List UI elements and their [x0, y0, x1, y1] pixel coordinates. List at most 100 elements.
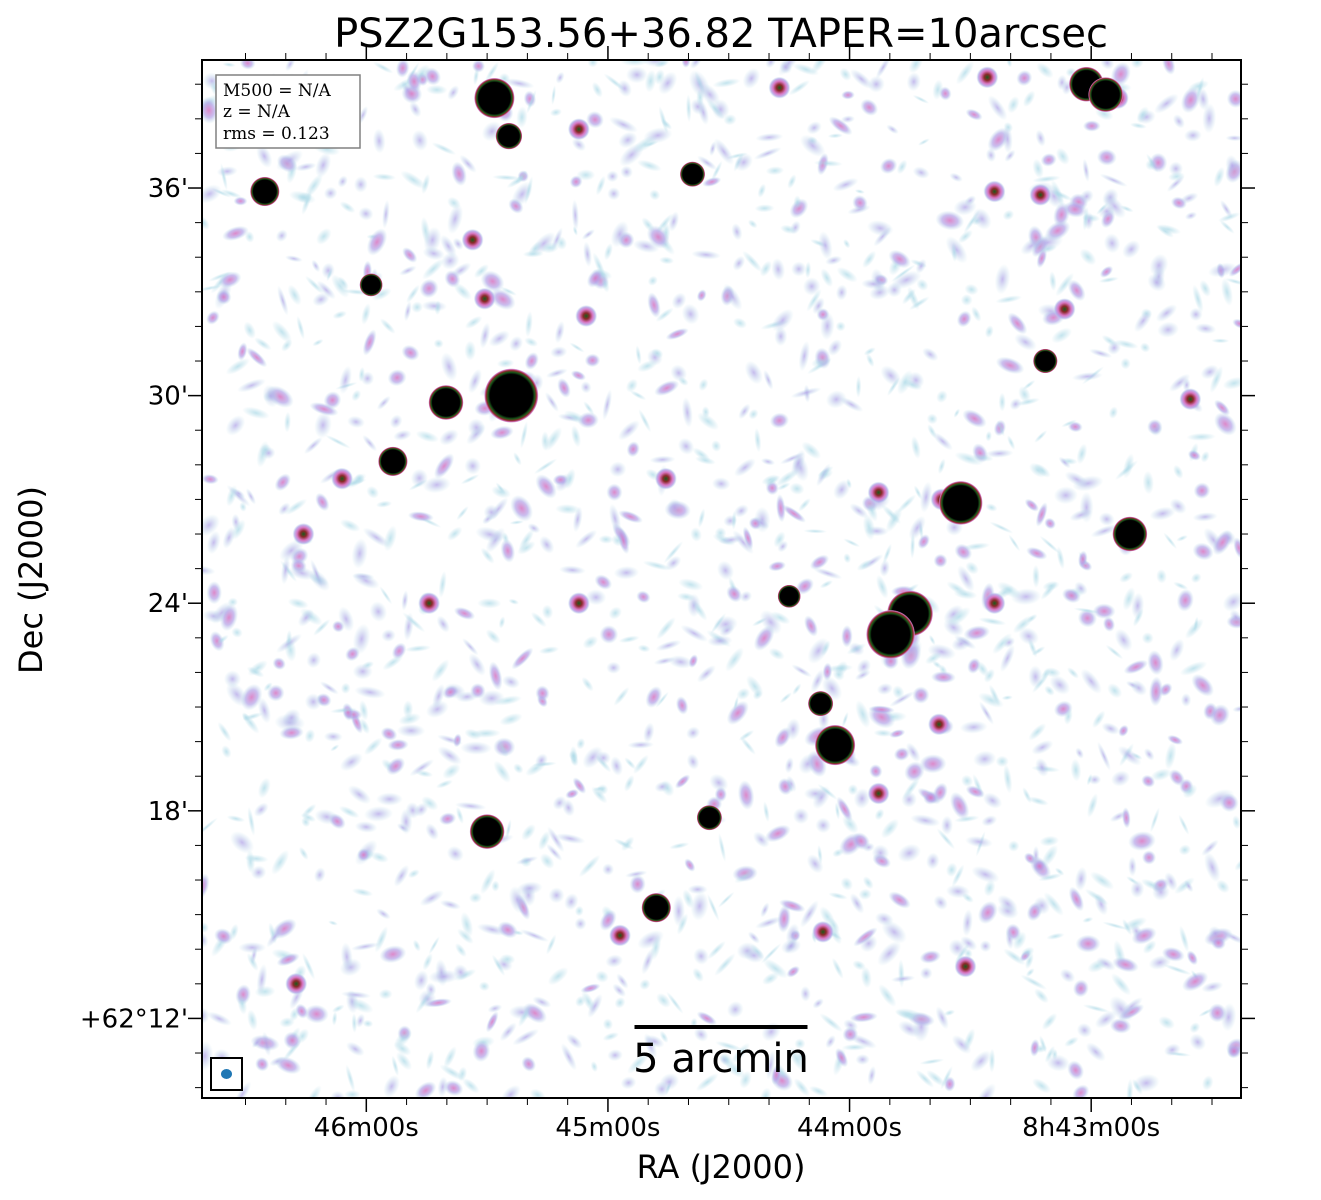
scalebar-line [634, 1025, 808, 1029]
noise-blob [313, 619, 331, 636]
noise-blob [681, 397, 693, 428]
noise-blob [803, 529, 827, 534]
noise-blob [443, 1046, 457, 1069]
noise-blob [1035, 129, 1046, 147]
noise-blob [1050, 179, 1065, 207]
noise-blob [733, 504, 749, 518]
noise-blob [469, 892, 482, 904]
noise-blob [238, 942, 267, 954]
noise-blob [1201, 981, 1224, 993]
noise-blob [818, 231, 833, 260]
noise-blob [949, 172, 963, 183]
noise-blob [362, 1019, 374, 1028]
noise-blob [1034, 463, 1051, 478]
beam-indicator [210, 1057, 243, 1091]
noise-blob [294, 162, 317, 172]
bright-source [249, 176, 280, 207]
noise-blob [439, 429, 459, 446]
noise-blob [666, 991, 684, 1014]
noise-blob [1182, 784, 1198, 799]
noise-blob [607, 187, 621, 201]
noise-blob [226, 815, 246, 823]
noise-blob [935, 210, 965, 231]
noise-blob [933, 895, 948, 910]
noise-blob [940, 815, 954, 835]
noise-blob [693, 947, 709, 965]
noise-blob [316, 228, 332, 245]
noise-blob [522, 250, 544, 258]
noise-blob [1018, 627, 1039, 646]
noise-blob [1145, 159, 1157, 171]
noise-blob [544, 392, 559, 412]
noise-blob [566, 1033, 583, 1049]
noise-blob [464, 340, 476, 361]
noise-blob [676, 913, 689, 935]
noise-blob [760, 902, 770, 918]
noise-blob [654, 1081, 670, 1097]
noise-blob [1056, 546, 1065, 570]
noise-blob [1009, 398, 1022, 411]
noise-blob [468, 653, 486, 676]
noise-blob [951, 1034, 972, 1055]
noise-blob [613, 565, 640, 580]
noise-blob [1071, 372, 1103, 381]
noise-blob [678, 376, 689, 386]
bright-source [641, 892, 672, 923]
noise-blob [440, 352, 458, 382]
noise-blob [1020, 237, 1042, 255]
noise-blob [521, 824, 536, 841]
noise-blob [425, 823, 439, 841]
noise-blob [251, 1037, 263, 1048]
noise-blob [887, 377, 900, 396]
noise-blob [842, 815, 859, 834]
noise-blob [520, 856, 532, 868]
noise-blob [339, 201, 356, 214]
noise-blob [401, 590, 409, 611]
noise-blob [494, 695, 522, 706]
noise-blob [1044, 517, 1056, 530]
noise-blob [697, 508, 706, 528]
noise-blob [1099, 173, 1128, 187]
y-tick-label: +62°12' [80, 1004, 188, 1034]
noise-blob [479, 322, 491, 349]
noise-blob [695, 456, 716, 465]
noise-blob [978, 617, 1007, 626]
noise-blob [913, 485, 923, 500]
noise-blob [401, 344, 420, 361]
noise-blob [460, 741, 492, 755]
noise-blob [452, 237, 464, 250]
noise-blob [843, 538, 861, 548]
noise-blob [825, 1035, 836, 1049]
noise-blob [643, 722, 655, 743]
noise-blob [516, 106, 528, 129]
noise-blob [841, 90, 855, 100]
noise-blob [692, 967, 704, 982]
noise-blob [1028, 723, 1047, 741]
noise-blob [1034, 430, 1048, 443]
noise-blob [1032, 1078, 1052, 1094]
noise-blob [1064, 471, 1089, 488]
noise-blob [668, 211, 680, 232]
noise-blob [578, 854, 601, 878]
noise-blob [769, 412, 790, 429]
noise-blob [462, 1078, 480, 1094]
noise-blob [731, 223, 743, 241]
noise-blob [383, 1074, 400, 1098]
noise-blob [690, 60, 703, 69]
noise-blob [925, 652, 942, 665]
noise-blob [262, 384, 280, 408]
noise-blob [802, 277, 821, 296]
noise-blob [1219, 220, 1235, 234]
noise-blob [344, 1089, 361, 1098]
noise-blob [723, 114, 737, 126]
noise-blob [1200, 451, 1210, 463]
noise-blob [1150, 768, 1172, 781]
noise-blob [295, 1003, 309, 1019]
noise-blob [540, 853, 555, 869]
noise-blob [637, 930, 664, 950]
noise-blob [574, 917, 587, 931]
noise-blob [1154, 93, 1179, 114]
noise-blob [304, 693, 322, 711]
noise-blob [798, 498, 811, 512]
faint-source [983, 592, 1006, 615]
